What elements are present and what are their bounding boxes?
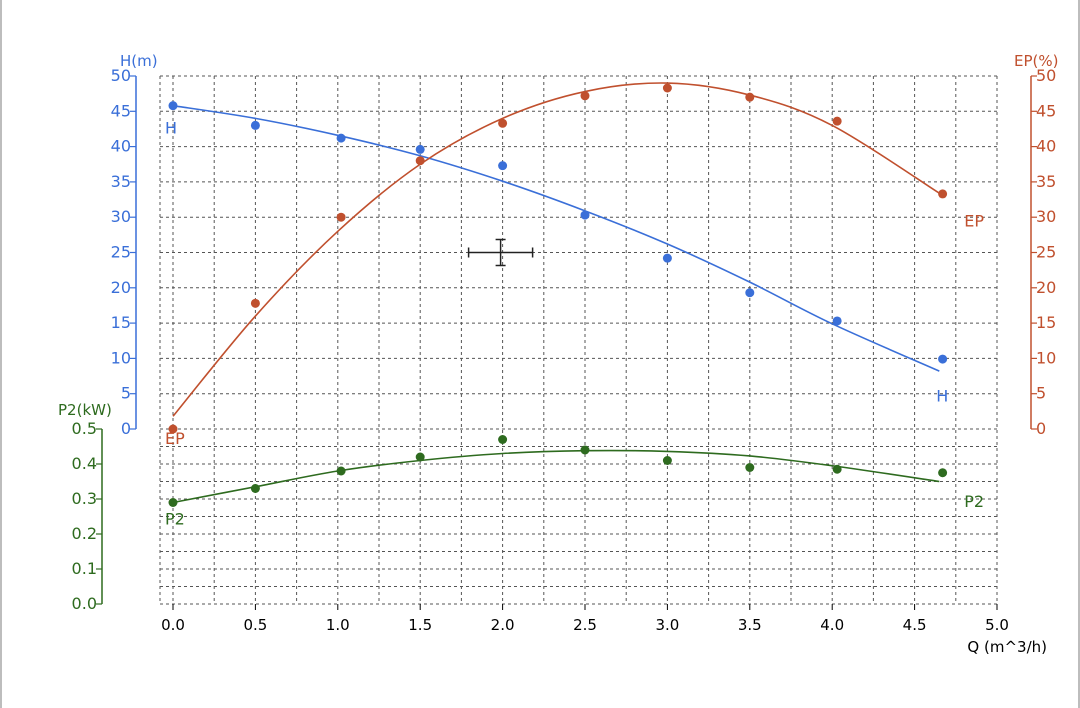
y-tick-label-h: 35 <box>111 172 131 191</box>
fit-curves <box>172 82 940 504</box>
y-tick-label-h: 50 <box>111 66 131 85</box>
data-point-p2 <box>580 445 590 455</box>
x-tick-label: 5.0 <box>985 616 1009 634</box>
data-point-p2 <box>336 466 346 476</box>
y-tick-label-ep: 45 <box>1036 101 1056 120</box>
data-point-h <box>250 120 260 130</box>
fit-curve-h <box>172 104 940 372</box>
data-point-ep <box>498 118 508 128</box>
window-right-edge <box>1078 0 1080 708</box>
curve-label-ep: EP <box>964 212 984 231</box>
y-tick-label-h: 25 <box>111 243 131 262</box>
fit-curve-p2 <box>172 449 940 504</box>
data-point-ep <box>662 83 672 93</box>
y-axis-label-ep: EP(%) <box>1014 52 1058 70</box>
y-tick-label-p2: 0.3 <box>72 489 97 508</box>
y-tick-label-ep: 20 <box>1036 278 1056 297</box>
data-point-p2 <box>168 498 178 507</box>
curve-label-h: H <box>165 118 177 137</box>
y-tick-label-ep: 35 <box>1036 172 1056 191</box>
y-tick-label-h: 5 <box>121 384 131 403</box>
x-tick-label: 1.5 <box>408 616 432 634</box>
y-axis-label-h: H(m) <box>120 52 158 70</box>
data-point-ep <box>168 424 178 434</box>
data-point-ep <box>336 212 346 222</box>
data-point-p2 <box>832 464 842 474</box>
x-tick-label: 1.0 <box>326 616 350 634</box>
data-point-h <box>168 101 178 111</box>
curve-label-p2: P2 <box>165 510 185 529</box>
data-point-h <box>336 133 346 143</box>
curve-label-h: H <box>936 387 948 406</box>
data-point-h <box>938 354 948 364</box>
x-tick-label: 0.5 <box>243 616 267 634</box>
y-axis-label-p2: P2(kW) <box>58 401 112 419</box>
x-tick-label: 2.5 <box>573 616 597 634</box>
y-tick-label-h: 20 <box>111 278 131 297</box>
y-tick-label-p2: 0.2 <box>72 524 97 543</box>
x-tick-label: 4.5 <box>903 616 927 634</box>
y-tick-label-ep: 5 <box>1036 384 1046 403</box>
x-tick-label: 2.0 <box>491 616 515 634</box>
data-point-h <box>662 253 672 263</box>
data-point-h <box>832 316 842 326</box>
grid <box>159 75 998 605</box>
fit-curve-ep <box>172 82 940 417</box>
y-tick-label-ep: 40 <box>1036 137 1056 156</box>
y-tick-label-ep: 15 <box>1036 313 1056 332</box>
data-point-p2 <box>938 468 948 478</box>
data-point-p2 <box>745 463 755 472</box>
y-tick-label-h: 10 <box>111 348 131 367</box>
y-tick-label-ep: 25 <box>1036 243 1056 262</box>
y-tick-label-h: 40 <box>111 137 131 156</box>
data-point-ep <box>580 91 590 101</box>
data-point-ep <box>250 298 260 308</box>
x-tick-label: 0.0 <box>161 616 185 634</box>
y-tick-label-ep: 10 <box>1036 348 1056 367</box>
y-tick-label-p2: 0.0 <box>72 594 97 613</box>
window-left-edge <box>0 0 2 708</box>
y-tick-label-ep: 0 <box>1036 419 1046 438</box>
data-point-h <box>415 144 425 154</box>
data-point-ep <box>832 116 842 126</box>
x-tick-label: 3.5 <box>738 616 762 634</box>
curve-labels: H H EP EP P2 P2 <box>165 118 984 528</box>
y-tick-label-p2: 0.5 <box>72 419 97 438</box>
data-point-p2 <box>415 452 425 462</box>
data-point-p2 <box>498 435 508 444</box>
crosshair-cursor[interactable] <box>467 238 534 267</box>
data-point-ep <box>938 189 948 199</box>
curve-label-p2: P2 <box>964 492 984 511</box>
y-tick-label-h: 45 <box>111 101 131 120</box>
data-point-p2 <box>250 484 260 493</box>
x-tick-label: 4.0 <box>820 616 844 634</box>
data-point-h <box>580 210 590 220</box>
data-point-h <box>498 161 508 171</box>
x-axis-label: Q (m^3/h) <box>967 638 1047 656</box>
axes: 0.0 0.5 1.0 1.5 2.0 2.5 3.0 3.5 4.0 4.5 5.0 Q (m^3/… <box>58 52 1058 656</box>
y-tick-label-p2: 0.1 <box>72 559 97 578</box>
data-point-ep <box>745 92 755 102</box>
data-points <box>168 83 948 507</box>
y-tick-label-ep: 30 <box>1036 207 1056 226</box>
data-point-p2 <box>662 456 672 465</box>
curve-label-ep: EP <box>165 429 185 448</box>
y-tick-label-p2: 0.4 <box>72 454 97 473</box>
y-tick-label-h: 30 <box>111 207 131 226</box>
x-tick-label: 3.0 <box>655 616 679 634</box>
y-tick-label-h: 0 <box>121 419 131 438</box>
data-point-ep <box>415 156 425 166</box>
y-tick-label-h: 15 <box>111 313 131 332</box>
y-tick-label-ep: 50 <box>1036 66 1056 85</box>
data-point-h <box>745 288 755 298</box>
